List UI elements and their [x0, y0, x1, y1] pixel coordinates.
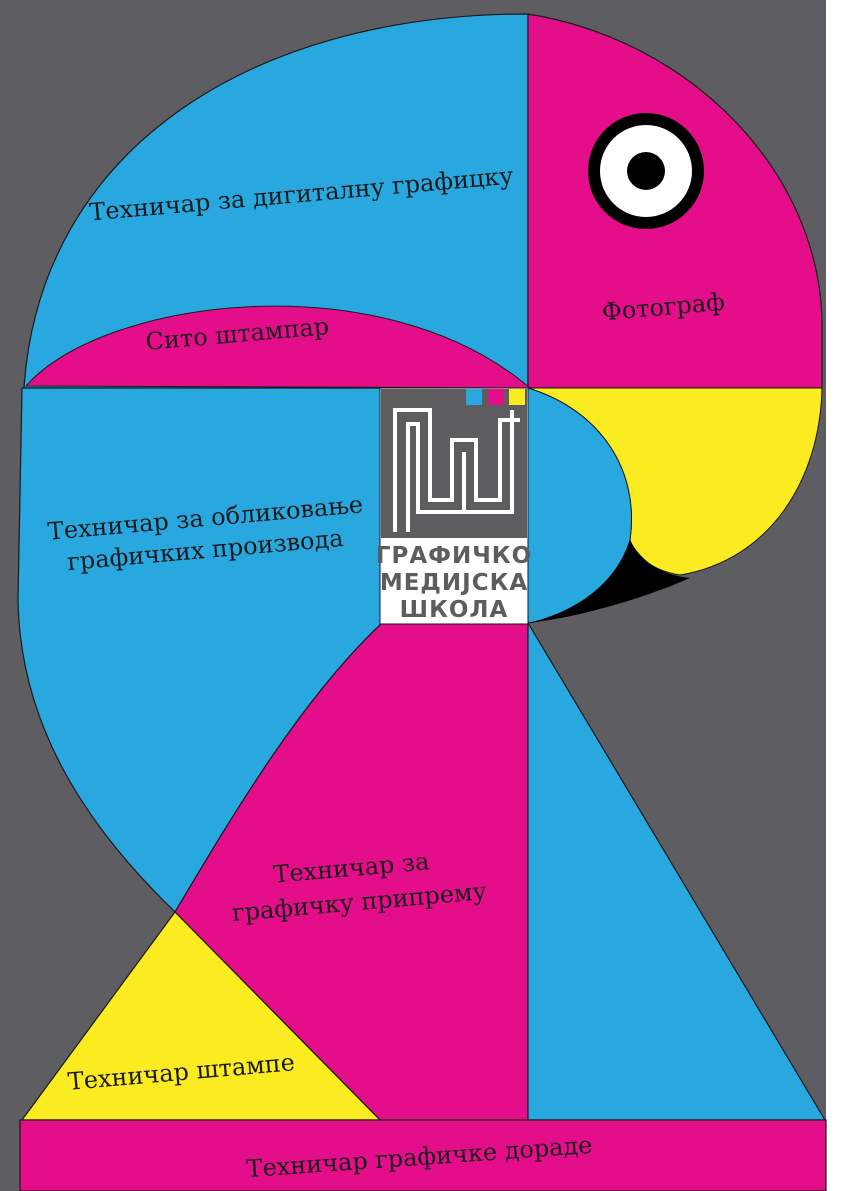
logo-yellow-square	[509, 389, 525, 405]
logo-line2: МЕДИЈСКА	[380, 570, 528, 596]
eye-pupil	[627, 152, 665, 190]
logo-magenta-square	[488, 389, 504, 405]
logo-cyan-square	[466, 389, 482, 405]
logo-line3: ШКОЛА	[400, 597, 509, 623]
page-margin-right	[826, 0, 842, 1191]
beak-black	[528, 540, 690, 623]
finishing-magenta-bar	[19, 1119, 827, 1191]
logo-line1: ГРАФИЧКО	[376, 543, 532, 569]
head-cyan-panel	[23, 13, 529, 389]
logo-monogram-icon	[393, 408, 520, 532]
screen-printer-dome	[24, 305, 532, 389]
school-logo: ГРАФИЧКО МЕДИЈСКА ШКОЛА	[376, 387, 532, 625]
